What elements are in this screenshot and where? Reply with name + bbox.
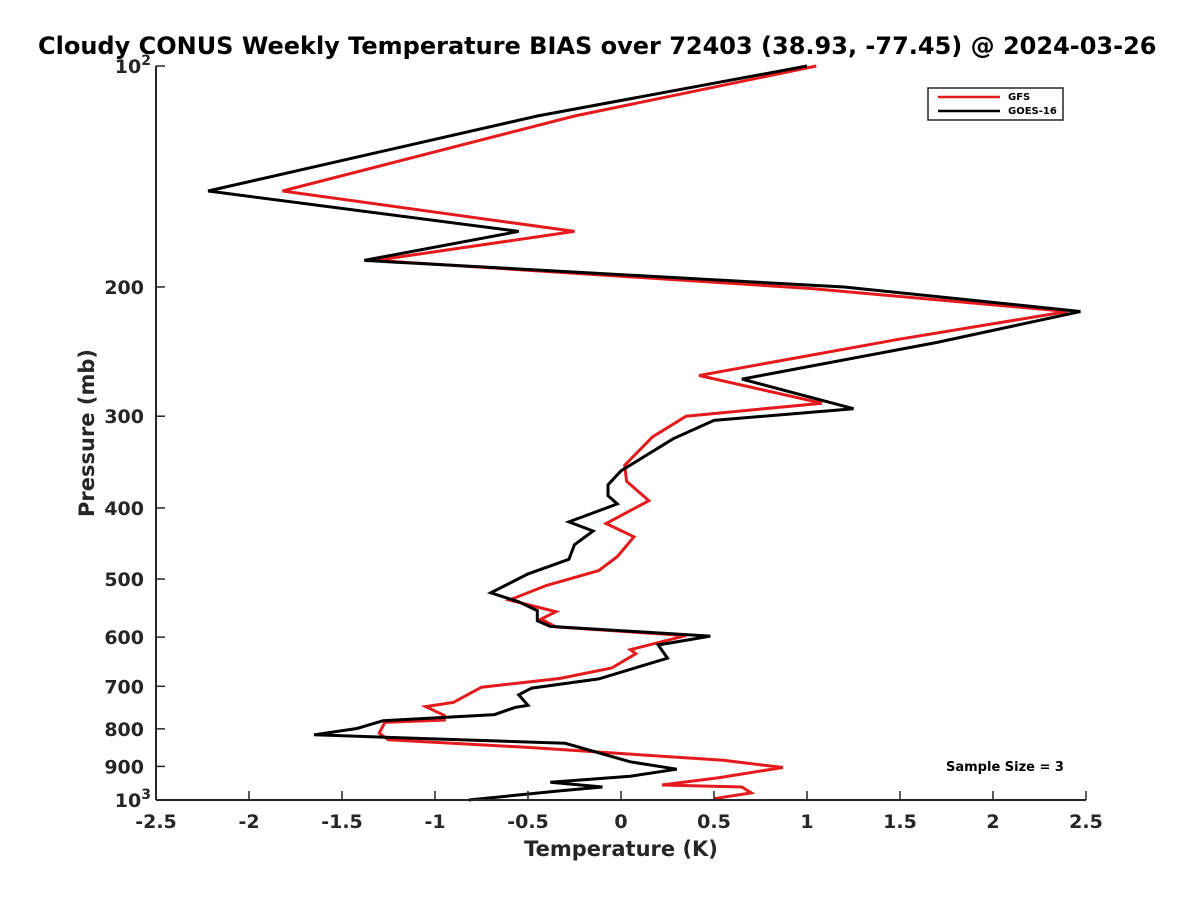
sample-size-annotation: Sample Size = 3 [946, 760, 1064, 775]
y-tick-label: 103 [115, 787, 151, 812]
series-line-gfs [282, 64, 1068, 801]
x-tick-label: 2 [986, 811, 999, 833]
x-tick-label: -1 [424, 811, 445, 833]
legend-box [927, 87, 1064, 121]
x-tick-label: 2.5 [1069, 811, 1103, 833]
legend-label-gfs: GFS [1008, 92, 1030, 103]
x-tick-label: -2 [238, 811, 259, 833]
x-tick-label: 1.5 [883, 811, 917, 833]
y-tick-label: 700 [104, 676, 144, 698]
chart-title: Cloudy CONUS Weekly Temperature BIAS ove… [38, 32, 1156, 60]
y-tick-label: 400 [104, 498, 144, 520]
y-tick-label: 102 [115, 53, 151, 78]
y-ticks: 102 200 300 400 500 600 700 800 900 103 [104, 53, 165, 812]
x-tick-label: 0 [614, 811, 627, 833]
y-tick-label: 200 [104, 277, 144, 299]
x-ticks: -2.5 -2 -1.5 -1 -0.5 0 0.5 1 1.5 2 2.5 [135, 791, 1103, 833]
x-tick-label: 0.5 [697, 811, 731, 833]
legend-label-goes-16: GOES-16 [1008, 106, 1057, 117]
x-tick-label: -2.5 [135, 811, 177, 833]
legend: GFS GOES-16 [927, 87, 1064, 121]
x-tick-label: 1 [800, 811, 813, 833]
series-line-goes-16 [207, 64, 1081, 802]
y-tick-label: 600 [104, 627, 144, 649]
plot-lines [207, 64, 1081, 802]
y-tick-label: 500 [104, 569, 144, 591]
y-tick-label: 800 [104, 719, 144, 741]
y-tick-label: 300 [104, 406, 144, 428]
x-tick-label: -1.5 [321, 811, 363, 833]
x-tick-label: -0.5 [507, 811, 549, 833]
y-tick-label: 900 [104, 756, 144, 778]
y-axis-label: Pressure (mb) [75, 349, 99, 517]
x-axis-label: Temperature (K) [524, 837, 718, 861]
